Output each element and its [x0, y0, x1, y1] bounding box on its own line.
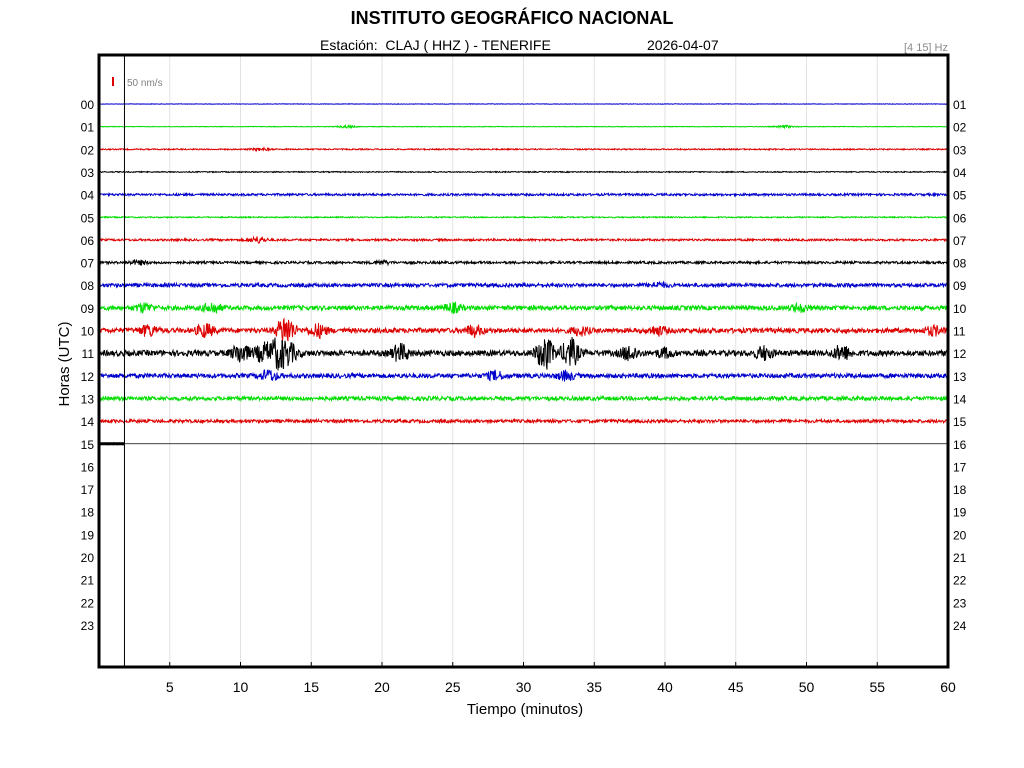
left-hour-label: 08	[81, 279, 95, 293]
x-tick-label: 5	[166, 679, 174, 695]
right-hour-label: 01	[953, 98, 967, 112]
x-tick-label: 25	[445, 679, 461, 695]
trace-hour-09	[99, 301, 949, 315]
right-hour-label: 09	[953, 279, 967, 293]
left-hour-label: 22	[81, 596, 95, 610]
x-tick-label: 45	[728, 679, 744, 695]
station-label: Estación: CLAJ ( HHZ ) - TENERIFE	[320, 37, 551, 53]
right-hour-label: 21	[953, 551, 967, 565]
left-hour-label: 05	[81, 211, 95, 225]
right-hour-label: 11	[953, 325, 966, 339]
right-hour-label: 19	[953, 506, 967, 520]
left-hour-label: 18	[81, 506, 95, 520]
right-hour-label: 18	[953, 483, 967, 497]
date-label: 2026-04-07	[647, 37, 719, 53]
trace-hour-08	[99, 280, 949, 289]
grid-lines	[169, 56, 878, 666]
filter-label: [4 15] Hz	[903, 42, 948, 54]
left-hour-label: 01	[81, 121, 95, 135]
right-hour-label: 16	[953, 438, 967, 452]
x-tick-label: 30	[516, 679, 532, 695]
left-hour-label: 10	[81, 325, 95, 339]
left-hour-label: 07	[81, 257, 95, 271]
seismic-traces	[99, 103, 949, 446]
trace-segment-hour-15	[100, 442, 125, 446]
left-hour-label: 12	[81, 370, 95, 384]
x-tick-label: 10	[233, 679, 249, 695]
left-hour-label: 04	[81, 189, 95, 203]
trace-hour-14	[99, 417, 949, 425]
x-tick-label: 15	[303, 679, 319, 695]
left-hour-label: 15	[81, 438, 95, 452]
right-hour-label: 23	[953, 596, 967, 610]
hour-labels: 00 01 02 03 04 05 06 07 08 09 10 11 12 13 14 15 16 17 18 19…	[81, 98, 967, 633]
right-hour-label: 06	[953, 211, 967, 225]
left-hour-label: 02	[81, 143, 95, 157]
x-tick-label: 50	[799, 679, 815, 695]
trace-hour-00	[99, 103, 949, 105]
y-axis-label: Horas (UTC)	[56, 321, 73, 406]
right-hour-label: 10	[953, 302, 967, 316]
x-tick-label: 20	[374, 679, 390, 695]
trace-hour-06	[99, 235, 949, 244]
right-hour-label: 13	[953, 370, 967, 384]
trace-hour-11	[99, 337, 949, 371]
right-hour-label: 08	[953, 257, 967, 271]
x-axis-label: Tiempo (minutos)	[467, 701, 583, 718]
left-hour-label: 14	[81, 415, 95, 429]
x-tick-label: 40	[657, 679, 673, 695]
trace-hour-04	[99, 191, 949, 198]
left-hour-label: 13	[81, 392, 95, 406]
right-hour-label: 22	[953, 574, 967, 588]
right-hour-label: 03	[953, 143, 967, 157]
left-hour-label: 06	[81, 234, 95, 248]
right-hour-label: 02	[953, 121, 967, 135]
right-hour-label: 05	[953, 189, 967, 203]
scale-label: 50 nm/s	[127, 78, 163, 89]
left-hour-label: 19	[81, 528, 95, 542]
left-hour-label: 20	[81, 551, 95, 565]
right-hour-label: 07	[953, 234, 967, 248]
right-hour-label: 12	[953, 347, 967, 361]
right-hour-label: 24	[953, 619, 967, 633]
chart-title: INSTITUTO GEOGRÁFICO NACIONAL	[350, 8, 674, 28]
left-hour-label: 17	[81, 483, 95, 497]
right-hour-label: 14	[953, 392, 967, 406]
trace-hour-01	[99, 123, 949, 130]
trace-hour-02	[99, 145, 949, 153]
left-hour-label: 23	[81, 619, 95, 633]
right-hour-label: 04	[953, 166, 967, 180]
x-tick-label: 35	[586, 679, 602, 695]
trace-hour-13	[99, 394, 949, 403]
trace-hour-03	[99, 170, 949, 174]
right-hour-label: 17	[953, 460, 967, 474]
trace-hour-10	[99, 317, 949, 342]
x-tick-label: 60	[940, 679, 956, 695]
trace-hour-07	[99, 258, 949, 267]
left-hour-label: 11	[82, 347, 95, 361]
right-hour-label: 15	[953, 415, 967, 429]
trace-hour-12	[99, 369, 949, 382]
trace-hour-05	[99, 215, 949, 219]
x-axis-ticks: 5 10 15 20 25 30 35 40 45 50 55 60	[166, 662, 956, 695]
scale-bar	[112, 77, 114, 86]
x-tick-label: 55	[869, 679, 885, 695]
left-hour-label: 09	[81, 302, 95, 316]
left-hour-label: 00	[81, 98, 95, 112]
left-hour-label: 21	[81, 574, 95, 588]
left-hour-label: 16	[81, 460, 95, 474]
right-hour-label: 20	[953, 528, 967, 542]
left-hour-label: 03	[81, 166, 95, 180]
